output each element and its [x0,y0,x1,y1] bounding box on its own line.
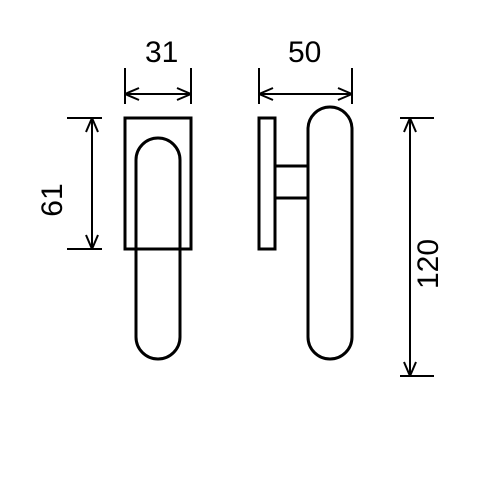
side-wall-bar [259,118,275,249]
svg-text:61: 61 [36,183,69,216]
front-view [125,118,191,359]
svg-text:50: 50 [288,36,321,69]
svg-text:120: 120 [412,239,445,289]
dim-61: 61 [36,118,102,249]
side-lever [308,107,352,359]
dim-120: 120 [400,118,445,376]
dim-50: 50 [259,36,352,104]
dim-31: 31 [125,36,191,104]
dimensions: 31 61 50 120 [36,36,445,376]
side-view [259,107,352,359]
svg-text:31: 31 [145,36,178,69]
